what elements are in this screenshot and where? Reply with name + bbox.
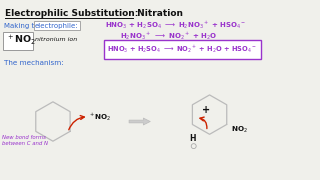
Text: H$_2$NO$_3$$^+$ $\longrightarrow$ NO$_2$$^+$ + H$_2$O: H$_2$NO$_3$$^+$ $\longrightarrow$ NO$_2$…: [120, 31, 218, 42]
Text: electrophile:: electrophile:: [35, 22, 79, 29]
Text: +: +: [202, 105, 210, 115]
Text: HNO$_3$ + H$_2$SO$_4$ $\longrightarrow$ H$_2$NO$_3$$^+$ + HSO$_4$$^-$: HNO$_3$ + H$_2$SO$_4$ $\longrightarrow$ …: [106, 19, 247, 31]
Text: nitronium ion: nitronium ion: [35, 37, 77, 42]
Text: Electrophilic Substitution:: Electrophilic Substitution:: [5, 9, 139, 18]
Text: $^+$NO$_2$: $^+$NO$_2$: [88, 112, 111, 123]
FancyBboxPatch shape: [3, 32, 33, 50]
Text: Nitration: Nitration: [134, 9, 183, 18]
Text: Making the: Making the: [4, 23, 46, 29]
Text: HNO$_3$ + H$_2$SO$_4$ $\longrightarrow$ NO$_2$$^+$ + H$_2$O + HSO$_4$$^-$: HNO$_3$ + H$_2$SO$_4$ $\longrightarrow$ …: [108, 44, 257, 55]
Text: NO$_2$: NO$_2$: [231, 124, 248, 135]
Text: The mechanism:: The mechanism:: [4, 60, 64, 66]
Text: New bond forms
between C and N: New bond forms between C and N: [2, 135, 48, 146]
Text: $^+$NO$_2$: $^+$NO$_2$: [6, 33, 36, 47]
Text: H: H: [190, 134, 196, 143]
